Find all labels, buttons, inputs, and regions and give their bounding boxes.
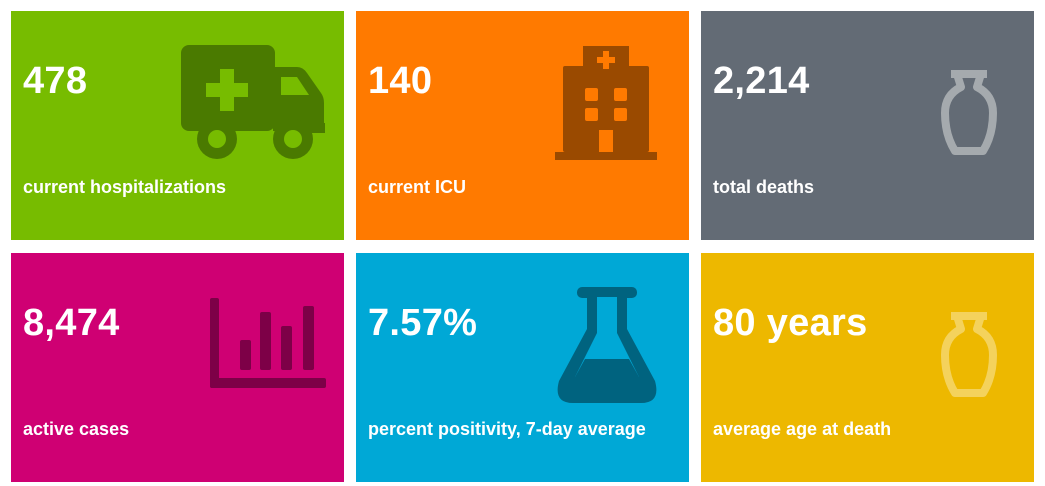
stat-value: 478	[23, 60, 88, 102]
tile-total-deaths: 2,214 total deaths	[701, 11, 1034, 240]
urn-icon	[937, 311, 1001, 399]
stat-label: percent positivity, 7-day average	[368, 419, 646, 439]
stat-value: 8,474	[23, 302, 120, 344]
stat-value: 7.57%	[368, 302, 478, 344]
stat-value: 2,214	[713, 60, 810, 102]
stat-label: current ICU	[368, 177, 467, 197]
stat-label: average age at death	[713, 419, 892, 439]
stat-label: active cases	[23, 419, 130, 439]
stat-value: 140	[368, 60, 433, 102]
stat-value: 80 years	[713, 302, 868, 344]
urn-icon	[937, 69, 1001, 157]
tile-percent-positivity: 7.57% percent positivity, 7-day average	[356, 253, 689, 482]
flask-icon	[555, 287, 659, 405]
tile-current-hospitalizations: 478 current hospitalizations	[11, 11, 344, 240]
hospital-icon	[555, 46, 657, 160]
stat-label: current hospitalizations	[23, 177, 227, 197]
tile-average-age-at-death: 80 years average age at death	[701, 253, 1034, 482]
stat-label: total deaths	[713, 177, 815, 197]
tile-current-icu: 140 current ICU	[356, 11, 689, 240]
tile-active-cases: 8,474 active cases	[11, 253, 344, 482]
bar-chart-icon	[210, 298, 326, 390]
ambulance-icon	[181, 45, 327, 161]
